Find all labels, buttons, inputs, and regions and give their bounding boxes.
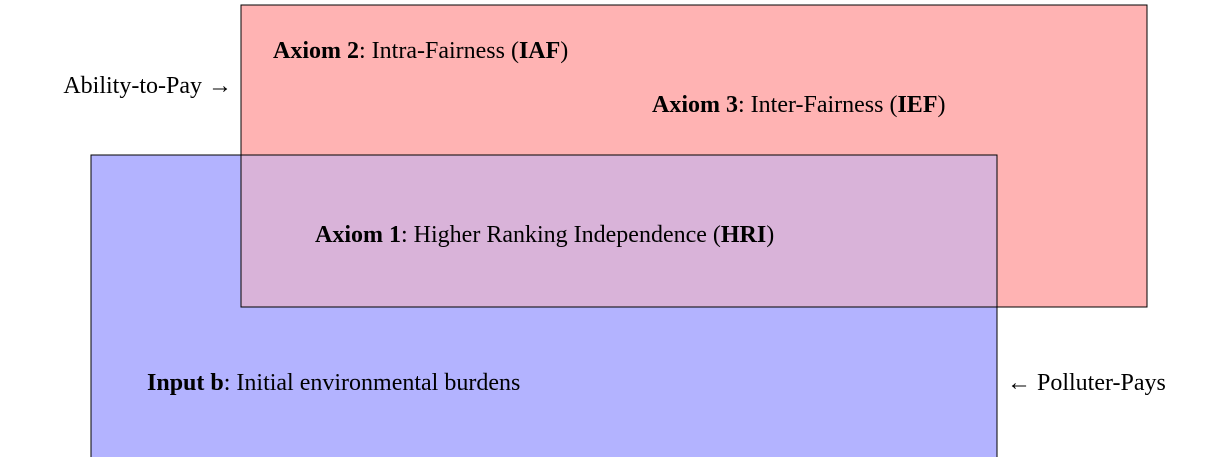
axiom-abbr: IAF [519,38,560,64]
axiom-abbr: IEF [897,92,937,118]
axiom-text: : Intra-Fairness ( [359,38,519,64]
input-name: Input b [147,370,224,396]
polluter-label: ← Polluter-Pays [1007,370,1166,396]
ability-label: Ability-to-Pay → [63,73,232,99]
input-text: : Initial environmental burdens [224,370,521,396]
axiom-end: ) [560,38,568,64]
axiom-end: ) [937,92,945,118]
axiom-abbr: HRI [721,222,766,248]
axiom-2: Axiom 2: Intra-Fairness (IAF) [273,38,568,64]
axiom-name: Axiom 2 [273,38,359,64]
axiom-1: Axiom 1: Higher Ranking Independence (HR… [315,222,774,248]
polluter-box-border [90,154,998,457]
axiom-text: : Higher Ranking Independence ( [401,222,721,248]
ability-box-border [240,4,1148,308]
input-b: Input b: Initial environmental burdens [147,370,520,396]
axiom-name: Axiom 1 [315,222,401,248]
axiom-3: Axiom 3: Inter-Fairness (IEF) [652,92,945,118]
overlap-region [241,155,997,307]
axiom-end: ) [766,222,774,248]
axiom-text: : Inter-Fairness ( [738,92,897,118]
axiom-name: Axiom 3 [652,92,738,118]
